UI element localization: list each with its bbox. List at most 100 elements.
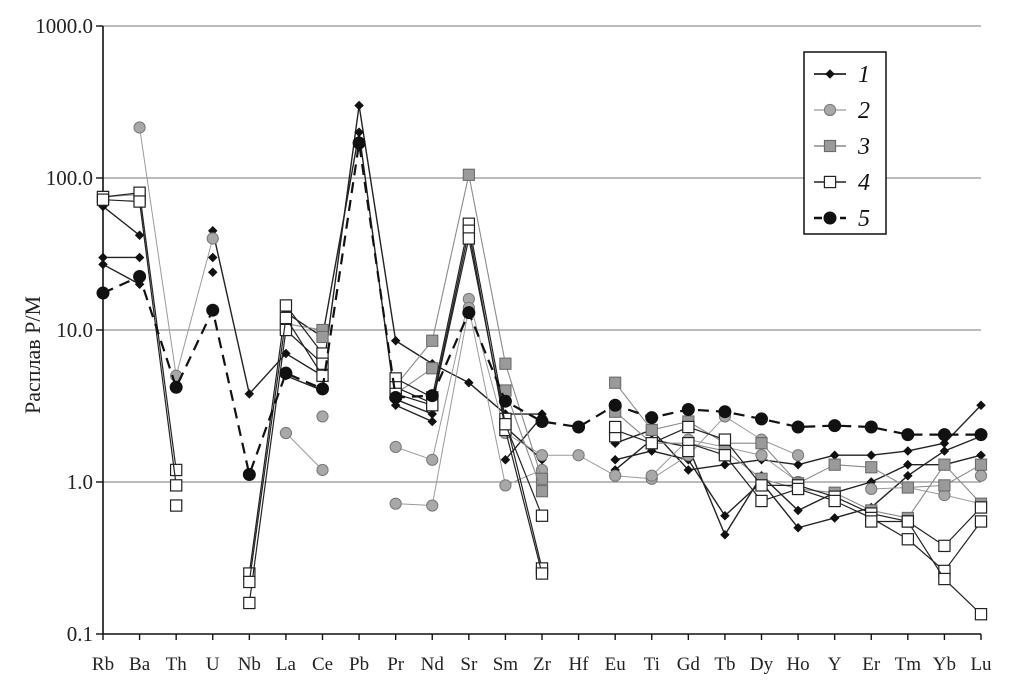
- x-tick-label-y: Y: [828, 654, 842, 675]
- x-tick-label-ba: Ba: [129, 654, 151, 675]
- data-point-tb: [718, 405, 732, 419]
- data-point-tb: [718, 449, 732, 462]
- legend-label: 2: [858, 98, 870, 124]
- data-point-nb: [243, 596, 256, 610]
- x-tick-label-ho: Ho: [786, 654, 809, 675]
- x-tick-label-sm: Sm: [493, 654, 519, 675]
- data-point-pb: [354, 127, 364, 138]
- data-point-sr: [464, 377, 474, 388]
- data-point-pb: [352, 136, 366, 150]
- data-point-rb: [98, 259, 108, 270]
- data-point-gd: [682, 420, 695, 434]
- legend-item-1: 1: [814, 62, 870, 88]
- legend-label: 3: [857, 134, 870, 160]
- legend-item-5: 5: [814, 206, 870, 232]
- x-tick-label-yb: Yb: [933, 654, 956, 675]
- data-point-dy: [755, 412, 768, 426]
- data-point-nd: [427, 409, 438, 419]
- data-point-nb: [244, 389, 255, 399]
- series-path: [102, 199, 177, 486]
- legend-marker: [823, 103, 837, 117]
- data-point-ce: [316, 463, 329, 477]
- x-tick-label-nb: Nb: [238, 654, 261, 675]
- x-tick-label-tb: Tb: [714, 654, 735, 675]
- data-point-dy: [755, 479, 768, 492]
- data-point-y: [828, 458, 841, 471]
- legend-label: 1: [858, 62, 870, 88]
- data-point-ce: [316, 382, 329, 396]
- data-point-zr: [535, 485, 549, 498]
- x-tick-label-la: La: [276, 654, 297, 675]
- data-point-sr: [462, 232, 476, 245]
- series-path: [395, 307, 543, 507]
- data-point-tb: [720, 459, 730, 470]
- data-point-lu: [974, 428, 988, 442]
- data-point-nd: [425, 389, 439, 403]
- data-point-ti: [645, 423, 658, 437]
- data-point-er: [865, 461, 878, 474]
- data-point-eu: [609, 376, 622, 389]
- y-tick-label: 100.0: [46, 166, 93, 190]
- data-point-zr: [535, 567, 549, 580]
- data-point-rb: [96, 286, 110, 300]
- x-tick-label-eu: Eu: [605, 654, 627, 675]
- data-point-ho: [793, 505, 803, 516]
- series-4-line-9: [96, 193, 988, 610]
- data-point-eu: [608, 398, 622, 412]
- axes: [96, 25, 982, 640]
- data-point-zr: [535, 449, 549, 462]
- x-tick-label-lu: Lu: [970, 654, 992, 675]
- data-point-sm: [499, 418, 512, 431]
- data-point-pr: [389, 497, 402, 510]
- data-point-la: [279, 366, 293, 380]
- data-point-lu: [974, 458, 988, 471]
- data-point-sr: [462, 168, 475, 181]
- data-point-th: [169, 499, 183, 512]
- series-4-line-10: [169, 232, 988, 621]
- x-tick-label-sr: Sr: [460, 654, 478, 675]
- data-point-yb: [938, 572, 951, 586]
- data-point-ti: [645, 411, 659, 425]
- series-3-line-7: [133, 193, 988, 525]
- legend-item-3: 3: [814, 134, 870, 160]
- x-tick-label-u: U: [206, 654, 220, 675]
- data-point-nd: [426, 499, 439, 512]
- legend-marker: [823, 175, 837, 189]
- data-point-gd: [683, 465, 694, 475]
- data-point-ce: [316, 410, 329, 423]
- data-point-gd: [681, 402, 695, 416]
- data-point-ho: [791, 420, 805, 434]
- series-path: [248, 304, 323, 574]
- data-point-tb: [718, 433, 732, 446]
- y-tick-label: 1.0: [67, 470, 93, 494]
- data-point-hf: [572, 449, 585, 462]
- y-axis-label: Расплав Р/М: [20, 296, 45, 414]
- data-point-tm: [903, 446, 913, 456]
- data-point-ce: [316, 369, 329, 382]
- x-tick-label-hf: Hf: [569, 654, 590, 675]
- data-point-yb: [938, 539, 951, 553]
- data-point-u: [207, 267, 218, 277]
- data-point-nd: [426, 334, 439, 347]
- series-path: [871, 487, 982, 505]
- data-point-ba: [133, 195, 146, 208]
- series-path: [395, 298, 799, 480]
- data-point-ti: [645, 469, 658, 482]
- data-point-yb: [938, 458, 951, 471]
- data-point-sm: [499, 357, 512, 370]
- data-point-lu: [974, 607, 988, 621]
- x-tick-label-zr: Zr: [533, 654, 552, 675]
- data-point-er: [865, 515, 878, 528]
- data-point-er: [865, 482, 878, 496]
- x-tick-label-rb: Rb: [92, 654, 114, 675]
- data-point-er: [864, 420, 878, 434]
- data-point-ba: [133, 121, 146, 134]
- data-point-sm: [499, 479, 512, 492]
- data-point-u: [206, 303, 220, 317]
- data-point-ba: [133, 269, 147, 283]
- x-tick-label-tm: Tm: [895, 654, 922, 675]
- legend-marker: [825, 69, 835, 79]
- legend-label: 4: [858, 170, 870, 196]
- data-point-u: [207, 252, 218, 263]
- data-point-ti: [645, 436, 658, 450]
